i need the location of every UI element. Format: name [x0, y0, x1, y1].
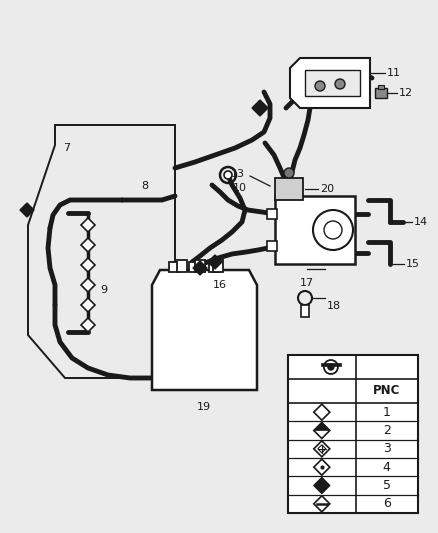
Text: 19: 19	[197, 402, 211, 412]
Polygon shape	[193, 261, 207, 275]
Text: 18: 18	[327, 301, 341, 311]
Polygon shape	[314, 423, 330, 439]
Text: 6: 6	[383, 497, 391, 510]
Polygon shape	[152, 270, 257, 390]
Bar	[267, 241, 277, 251]
Text: 11: 11	[387, 68, 401, 78]
Text: 20: 20	[320, 184, 334, 194]
Text: 14: 14	[414, 217, 428, 227]
Bar	[288, 355, 418, 513]
Polygon shape	[314, 423, 330, 431]
Polygon shape	[305, 70, 360, 96]
Polygon shape	[314, 404, 330, 420]
Bar	[209, 262, 219, 272]
Bar	[169, 262, 179, 272]
Polygon shape	[81, 218, 95, 232]
Polygon shape	[81, 238, 95, 252]
Polygon shape	[314, 459, 330, 475]
Polygon shape	[81, 278, 95, 292]
Bar	[189, 262, 199, 272]
Circle shape	[315, 81, 325, 91]
Bar	[275, 178, 303, 200]
Polygon shape	[252, 100, 268, 116]
Text: 10: 10	[233, 183, 247, 193]
Text: PNC: PNC	[373, 384, 400, 398]
Polygon shape	[81, 318, 95, 332]
Circle shape	[328, 364, 334, 370]
Bar	[275, 196, 355, 264]
Bar	[321, 363, 341, 366]
Bar	[195, 260, 205, 272]
Polygon shape	[81, 258, 95, 272]
Bar	[375, 88, 387, 98]
Bar	[378, 85, 384, 89]
Polygon shape	[290, 58, 370, 108]
Polygon shape	[208, 255, 222, 269]
Polygon shape	[81, 298, 95, 312]
Bar	[177, 260, 187, 272]
Text: 1: 1	[383, 406, 391, 418]
Text: 12: 12	[399, 88, 413, 98]
Text: 7: 7	[63, 143, 70, 153]
Bar	[267, 209, 277, 219]
Text: 15: 15	[406, 259, 420, 269]
Polygon shape	[20, 203, 34, 217]
Text: 4: 4	[383, 461, 391, 474]
Text: 13: 13	[231, 169, 245, 179]
Text: 5: 5	[383, 479, 391, 492]
Text: 3: 3	[383, 442, 391, 455]
Text: 8: 8	[141, 181, 148, 191]
Polygon shape	[314, 478, 330, 494]
Text: 2: 2	[383, 424, 391, 437]
Polygon shape	[314, 441, 330, 457]
Text: 9: 9	[100, 285, 107, 295]
Bar	[301, 305, 309, 317]
Polygon shape	[314, 496, 330, 512]
Text: 17: 17	[300, 278, 314, 288]
Text: 16: 16	[213, 280, 227, 290]
Circle shape	[335, 79, 345, 89]
Bar	[213, 260, 223, 272]
Circle shape	[284, 168, 294, 178]
Circle shape	[224, 171, 232, 179]
Polygon shape	[318, 445, 326, 453]
